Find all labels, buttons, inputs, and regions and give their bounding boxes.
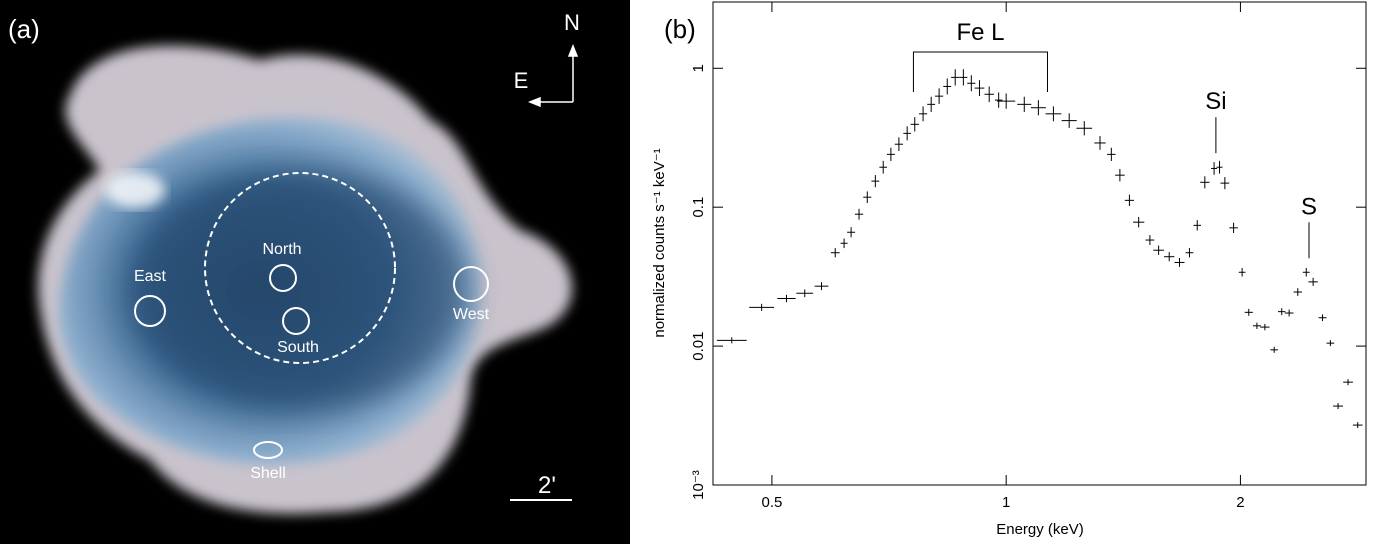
- data-point: [886, 147, 895, 161]
- data-point: [1133, 216, 1145, 228]
- data-point: [854, 208, 864, 220]
- data-point: [716, 337, 747, 344]
- data-point: [1326, 340, 1335, 347]
- data-point: [1284, 309, 1294, 317]
- region-circle: [269, 264, 297, 292]
- panel-label: (b): [664, 14, 696, 44]
- compass: [527, 43, 579, 108]
- data-point: [777, 294, 796, 303]
- data-point: [1244, 308, 1253, 316]
- data-point: [903, 126, 911, 141]
- data-point: [1278, 308, 1286, 316]
- data-point: [1333, 403, 1344, 410]
- data-point: [1164, 252, 1175, 262]
- region-label: North: [262, 241, 301, 258]
- data-point: [879, 160, 888, 174]
- data-point: [749, 303, 775, 311]
- data-point: [910, 117, 919, 132]
- region-circle: [134, 295, 166, 327]
- data-point: [894, 137, 904, 152]
- region-ellipse: [253, 441, 283, 459]
- data-point: [951, 69, 960, 86]
- x-tick-label: 2: [1236, 494, 1244, 511]
- data-point: [1270, 346, 1278, 353]
- data-point: [796, 289, 814, 298]
- data-point: [984, 86, 994, 103]
- region-label: South: [277, 339, 319, 356]
- data-point: [994, 92, 1003, 108]
- data-point: [959, 69, 968, 86]
- y-tick-label: 0.01: [690, 331, 707, 360]
- data-point: [1061, 113, 1077, 128]
- data-point: [1308, 277, 1318, 286]
- x-tick-label: 0.5: [761, 494, 782, 511]
- data-point: [1115, 168, 1125, 182]
- data-point: [967, 75, 976, 92]
- data-point: [863, 191, 872, 203]
- y-axis-label: normalized counts s⁻¹ keV⁻¹: [651, 148, 668, 337]
- data-point: [1252, 322, 1261, 329]
- data-point: [1220, 177, 1230, 190]
- data-point: [927, 96, 936, 112]
- data-point: [1045, 106, 1062, 122]
- compass-north: N: [564, 10, 580, 35]
- data-point: [1193, 220, 1202, 231]
- y-tick-label: 0.1: [690, 197, 707, 218]
- x-tick-label: 1: [1002, 494, 1010, 511]
- data-point: [1124, 194, 1135, 207]
- x-axis-label: Energy (keV): [996, 521, 1084, 538]
- data-point: [1076, 121, 1093, 136]
- panel-label: (a): [8, 14, 40, 44]
- data-point: [1174, 258, 1185, 267]
- data-point: [1229, 222, 1238, 233]
- scale-label: 2': [538, 472, 556, 499]
- data-point: [1094, 136, 1106, 150]
- annotation-bracket: [912, 51, 1048, 92]
- data-point: [1260, 323, 1270, 331]
- data-point: [997, 93, 1016, 109]
- y-tick-label: 1: [690, 64, 707, 72]
- data-point: [1030, 100, 1046, 116]
- annotation-label: Si: [1205, 88, 1226, 115]
- compass-east: E: [514, 68, 529, 93]
- data-point: [830, 248, 840, 258]
- nebula: [38, 45, 573, 514]
- data-point: [847, 227, 856, 238]
- data-point: [919, 106, 928, 122]
- region-label: West: [453, 306, 490, 323]
- data-point: [943, 78, 952, 95]
- data-point: [840, 238, 848, 249]
- data-point: [1293, 288, 1303, 296]
- data-point: [814, 282, 829, 291]
- data-point: [1153, 245, 1164, 255]
- y-tick-label: 10⁻³: [690, 470, 707, 500]
- data-point: [1185, 248, 1194, 258]
- data-point: [1238, 268, 1246, 277]
- region-label: East: [134, 268, 167, 285]
- data-point: [1302, 268, 1310, 277]
- data-point: [1352, 422, 1363, 429]
- data-point: [1318, 314, 1327, 322]
- dashed-region: [204, 172, 396, 364]
- data-point: [1343, 379, 1353, 386]
- data-point: [1211, 162, 1218, 175]
- data-point: [871, 175, 880, 188]
- data-point: [1017, 96, 1032, 112]
- data-point: [1200, 176, 1210, 189]
- annotation-label: S: [1301, 193, 1317, 220]
- plot-frame: [712, 1, 1367, 486]
- data-point: [1107, 147, 1116, 161]
- region-circle: [282, 307, 310, 335]
- data-point: [1145, 235, 1155, 245]
- region-circle: [453, 266, 489, 302]
- data-point: [974, 80, 985, 97]
- data-point: [935, 88, 944, 104]
- data-point: [1216, 160, 1223, 174]
- region-label: Shell: [250, 465, 286, 482]
- annotation-label: Fe L: [956, 19, 1004, 46]
